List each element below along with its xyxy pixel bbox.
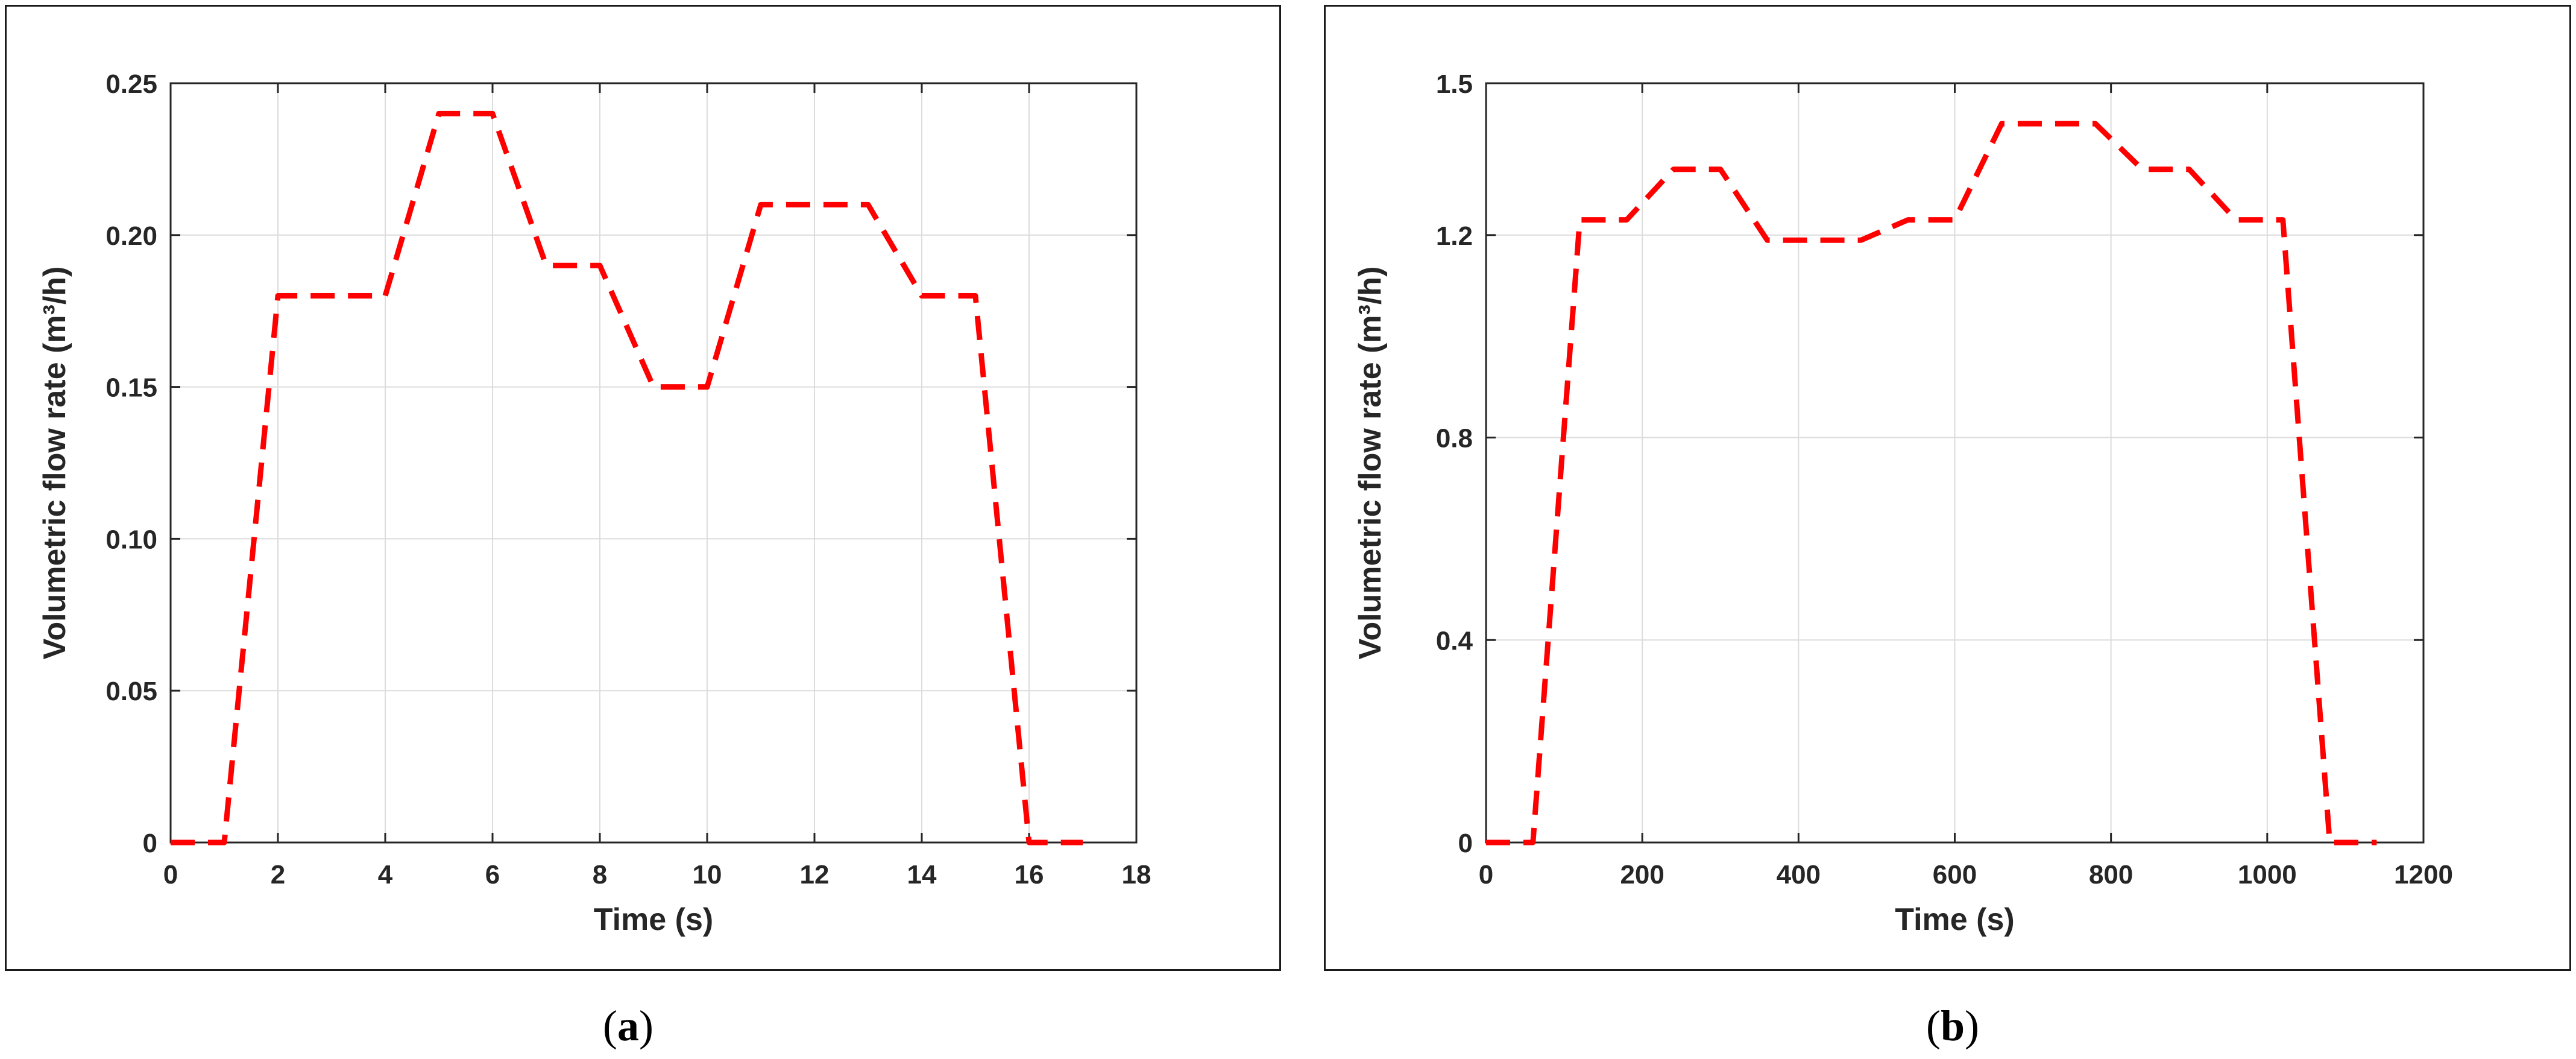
chart-a-ytick-label-3: 0.15 [105,373,157,403]
chart-a-ytick-label-1: 0.05 [105,677,157,706]
chart-b-point-1 [1532,842,1533,843]
panel-caption-b: (b) [1926,1002,1980,1050]
chart-b-xtick-label-2: 400 [1777,860,1821,890]
chart-b-xtick-label-0: 0 [1479,860,1493,890]
chart-b-xtick-label-3: 600 [1933,860,1977,890]
chart-b-xlabel: Time (s) [1895,902,2014,937]
chart-a-ytick-label-4: 0.20 [105,221,157,251]
panel-a-frame [5,5,1281,971]
chart-a-xtick-label-6: 12 [800,860,830,890]
chart-b-point-18 [2329,842,2330,843]
chart-b-xtick-label-5: 1000 [2238,860,2297,890]
chart-a-xtick-label-0: 0 [163,860,178,890]
chart-a-ytick-label-5: 0.25 [105,69,157,99]
chart-b-xtick-label-6: 1200 [2394,860,2453,890]
chart-b-ytick-label-0: 0 [1458,829,1473,858]
chart-b-point-6 [1767,240,1768,241]
chart-a-xtick-label-2: 4 [378,860,393,890]
panel-b-frame [1324,5,2571,971]
chart-a-xlabel: Time (s) [594,902,713,937]
chart-a-xtick-label-4: 8 [593,860,607,890]
chart-b-ytick-label-1: 0.4 [1436,626,1473,656]
chart-b-point-0 [1486,842,1487,843]
chart-a-ytick-label-2: 0.10 [105,525,157,554]
panel-letter-a: a [617,1002,639,1050]
chart-b-ytick-label-4: 1.5 [1436,69,1473,99]
chart-a-xtick-label-3: 6 [485,860,500,890]
chart-b-series-line-0 [1486,121,2377,846]
chart-a-series-line-0 [171,110,1083,846]
chart-a-axes-box [169,82,1138,844]
chart-a-xtick-label-8: 16 [1015,860,1044,890]
chart-b-point-8 [1861,240,1862,241]
panel-letter-b: b [1940,1002,1965,1050]
chart-a-ylabel: Volumetric flow rate (m³/h) [37,267,72,660]
chart-a-xtick-label-5: 10 [693,860,722,890]
chart-a-xtick-label-7: 14 [907,860,937,890]
chart-b-xtick-label-4: 800 [2089,860,2133,890]
chart-a-ytick-label-0: 0 [143,829,157,858]
chart-b-point-19 [2376,842,2377,843]
chart-b-xtick-label-1: 200 [1620,860,1664,890]
chart-a-xtick-label-9: 18 [1122,860,1151,890]
chart-b-ytick-label-2: 0.8 [1436,424,1473,454]
chart-b-ylabel: Volumetric flow rate (m³/h) [1353,267,1388,660]
chart-b-ytick-label-3: 1.2 [1436,221,1473,251]
chart-a-xtick-label-1: 2 [271,860,285,890]
chart-b-point-7 [1814,240,1815,241]
panel-caption-a: (a) [603,1002,653,1050]
